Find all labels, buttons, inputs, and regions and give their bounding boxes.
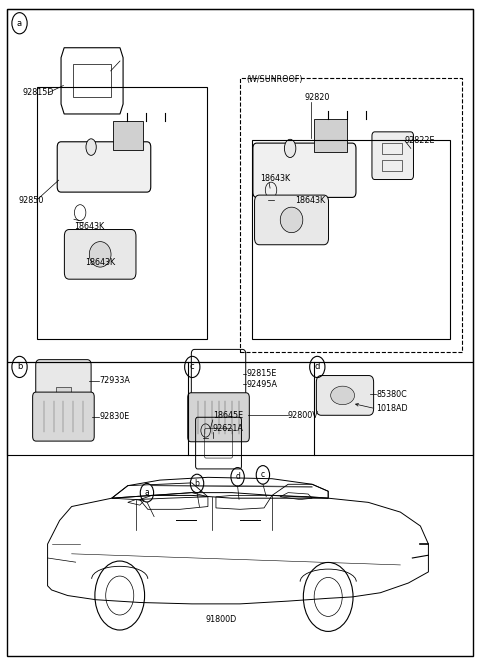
Text: 18643K: 18643K bbox=[261, 174, 291, 184]
Text: a: a bbox=[144, 488, 149, 497]
Bar bbox=[240, 78, 462, 352]
Bar bbox=[382, 142, 402, 154]
Text: 92822E: 92822E bbox=[405, 136, 435, 145]
FancyBboxPatch shape bbox=[316, 376, 373, 415]
Text: 18643K: 18643K bbox=[74, 222, 104, 231]
Ellipse shape bbox=[284, 139, 296, 158]
Text: 18643K: 18643K bbox=[85, 259, 115, 267]
Text: 92800V: 92800V bbox=[288, 411, 318, 420]
Bar bbox=[382, 160, 402, 171]
Text: d: d bbox=[235, 472, 240, 481]
Ellipse shape bbox=[89, 241, 111, 267]
Text: 91800D: 91800D bbox=[205, 615, 237, 624]
Text: 85380C: 85380C bbox=[376, 390, 407, 398]
Text: a: a bbox=[17, 19, 22, 28]
Text: 92815E: 92815E bbox=[246, 369, 276, 378]
Bar bbox=[252, 140, 450, 339]
Text: 92815D: 92815D bbox=[23, 88, 54, 97]
FancyBboxPatch shape bbox=[253, 143, 356, 198]
Text: 1018AD: 1018AD bbox=[376, 404, 408, 413]
Text: 92495A: 92495A bbox=[246, 380, 277, 388]
Bar bbox=[314, 119, 348, 152]
Text: 92820: 92820 bbox=[304, 93, 330, 102]
Text: b: b bbox=[194, 479, 200, 488]
FancyBboxPatch shape bbox=[64, 229, 136, 279]
FancyBboxPatch shape bbox=[33, 392, 94, 441]
FancyBboxPatch shape bbox=[36, 360, 91, 402]
FancyBboxPatch shape bbox=[188, 393, 249, 442]
Bar bbox=[113, 120, 143, 150]
Ellipse shape bbox=[331, 386, 355, 405]
Text: (W/SUNROOF): (W/SUNROOF) bbox=[246, 75, 303, 84]
Text: 18643K: 18643K bbox=[295, 196, 325, 205]
Ellipse shape bbox=[280, 207, 303, 233]
Bar bbox=[37, 88, 206, 339]
Text: d: d bbox=[314, 362, 320, 372]
Text: c: c bbox=[261, 470, 265, 479]
Text: 92621A: 92621A bbox=[213, 424, 244, 433]
Text: 92830E: 92830E bbox=[99, 412, 130, 421]
Bar bbox=[7, 9, 473, 362]
Text: b: b bbox=[17, 362, 22, 372]
FancyBboxPatch shape bbox=[57, 142, 151, 192]
FancyBboxPatch shape bbox=[254, 195, 328, 245]
Text: 72933A: 72933A bbox=[99, 376, 130, 385]
Text: 18645E: 18645E bbox=[213, 411, 243, 420]
Bar bbox=[56, 387, 71, 395]
Bar bbox=[7, 362, 473, 455]
Ellipse shape bbox=[86, 139, 96, 156]
FancyBboxPatch shape bbox=[372, 132, 413, 180]
Text: 92850: 92850 bbox=[18, 196, 44, 205]
Text: c: c bbox=[190, 362, 194, 372]
